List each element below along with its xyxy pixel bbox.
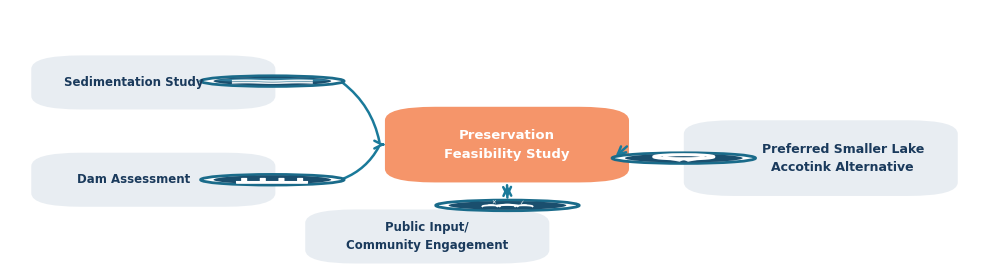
Ellipse shape <box>201 174 344 185</box>
Ellipse shape <box>449 201 566 210</box>
Polygon shape <box>683 159 699 161</box>
Ellipse shape <box>520 204 527 205</box>
FancyBboxPatch shape <box>31 153 276 207</box>
Ellipse shape <box>612 153 755 164</box>
FancyBboxPatch shape <box>306 209 549 263</box>
FancyBboxPatch shape <box>241 178 247 182</box>
Ellipse shape <box>217 78 329 82</box>
Ellipse shape <box>436 200 579 211</box>
Ellipse shape <box>625 154 742 162</box>
FancyBboxPatch shape <box>683 120 958 196</box>
Text: Preservation
Feasibility Study: Preservation Feasibility Study <box>445 129 569 161</box>
Text: Dam Assessment: Dam Assessment <box>77 173 191 186</box>
FancyBboxPatch shape <box>260 178 266 182</box>
FancyBboxPatch shape <box>297 178 303 182</box>
Ellipse shape <box>201 76 344 87</box>
Ellipse shape <box>214 77 332 85</box>
Ellipse shape <box>214 175 332 184</box>
Text: Preferred Smaller Lake
Accotink Alternative: Preferred Smaller Lake Accotink Alternat… <box>761 143 924 174</box>
Text: Public Input/
Community Engagement: Public Input/ Community Engagement <box>346 221 508 252</box>
FancyBboxPatch shape <box>31 55 276 109</box>
FancyBboxPatch shape <box>279 178 285 182</box>
Text: Sedimentation Study: Sedimentation Study <box>64 76 204 89</box>
FancyBboxPatch shape <box>385 107 629 182</box>
Polygon shape <box>668 159 683 161</box>
Ellipse shape <box>488 204 495 205</box>
Text: ✓: ✓ <box>519 200 523 205</box>
Text: ✕: ✕ <box>492 200 496 205</box>
Ellipse shape <box>503 204 511 205</box>
